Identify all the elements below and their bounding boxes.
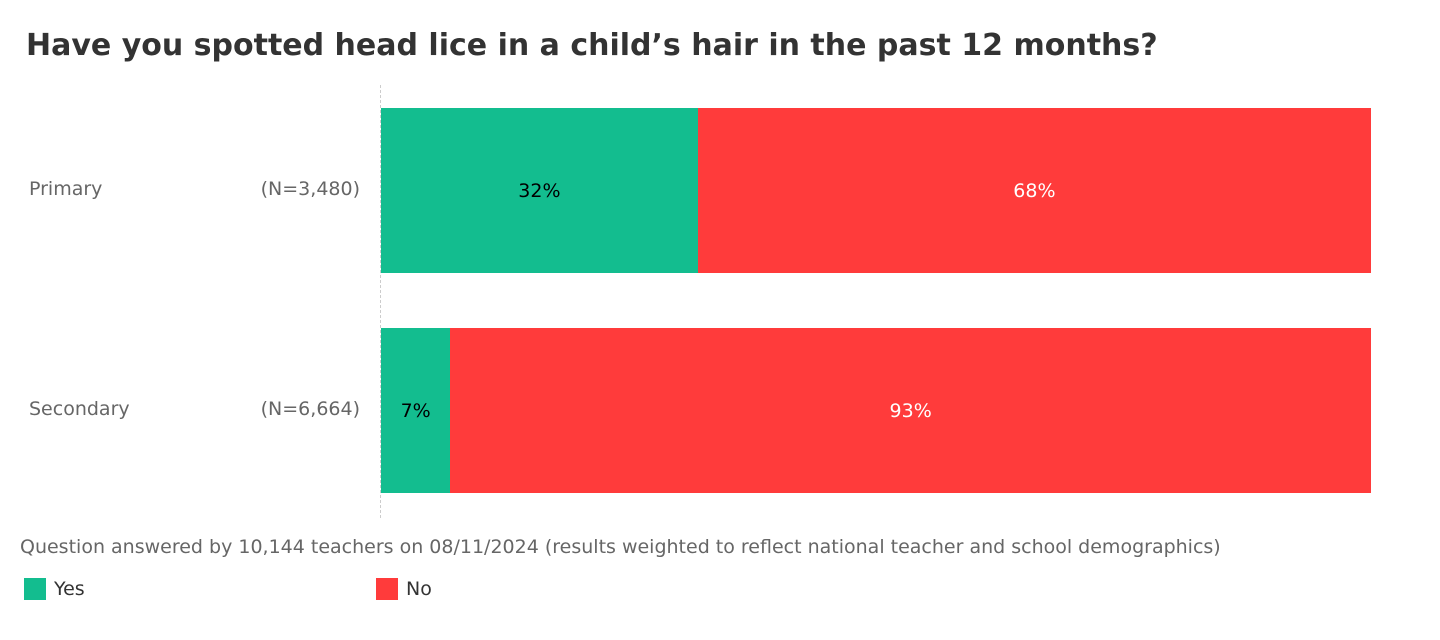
legend-item-yes: Yes <box>24 578 85 600</box>
bar-segment-yes: 32% <box>381 108 698 273</box>
data-label: 7% <box>400 399 431 422</box>
stacked-bar: 32% 68% <box>381 108 1371 273</box>
legend-swatch <box>24 578 46 600</box>
chart-title: Have you spotted head lice in a child’s … <box>26 28 1158 63</box>
footnote: Question answered by 10,144 teachers on … <box>20 536 1221 558</box>
data-label: 68% <box>1013 179 1056 202</box>
bar-segment-no: 93% <box>450 328 1371 493</box>
data-label: 32% <box>518 179 561 202</box>
data-label: 93% <box>889 399 932 422</box>
category-label: Secondary <box>29 398 130 420</box>
legend-swatch <box>376 578 398 600</box>
bar-segment-yes: 7% <box>381 328 451 493</box>
legend-label: No <box>406 578 432 600</box>
axis-line <box>380 85 381 518</box>
legend-item-no: No <box>376 578 432 600</box>
stacked-bar: 7% 93% <box>381 328 1371 493</box>
sample-size-label: (N=3,480) <box>260 178 360 200</box>
sample-size-label: (N=6,664) <box>260 398 360 420</box>
bar-segment-no: 68% <box>697 108 1371 273</box>
legend-label: Yes <box>54 578 85 600</box>
category-label: Primary <box>29 178 103 200</box>
